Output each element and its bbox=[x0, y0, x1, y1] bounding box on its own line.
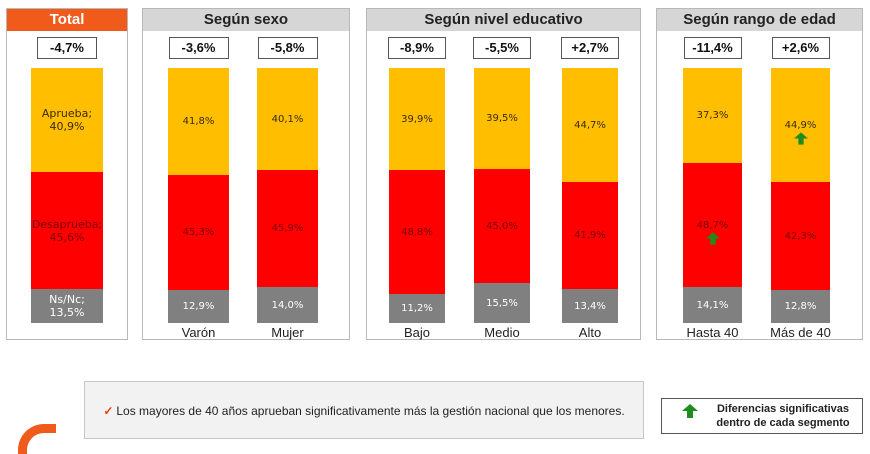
category-label: Varón bbox=[148, 325, 249, 340]
bar-segment-nsnc: 14,0% bbox=[257, 287, 318, 323]
bar-segment-aprueba: 37,3% bbox=[683, 68, 742, 163]
diff-box-nivel-0: -8,9% bbox=[388, 37, 446, 59]
bar-segment-nsnc: 15,5% bbox=[474, 283, 530, 323]
category-label: Más de 40 bbox=[751, 325, 850, 340]
panel-title-total: Total bbox=[7, 9, 127, 31]
bar-segment-aprueba: Aprueba; 40,9% bbox=[31, 68, 103, 172]
bar-segment-aprueba: 44,9% bbox=[771, 68, 830, 182]
panel-title-nivel: Según nivel educativo bbox=[367, 9, 640, 31]
insight-note-text: Los mayores de 40 años aprueban signific… bbox=[116, 404, 624, 418]
category-label: Mujer bbox=[237, 325, 338, 340]
bar-segment-nsnc: 13,4% bbox=[562, 289, 618, 323]
bar-segment-desaprueba: 45,0% bbox=[474, 169, 530, 283]
bar-segment-nsnc: Ns/Nc; 13,5% bbox=[31, 289, 103, 323]
bar-segment-nsnc: 11,2% bbox=[389, 294, 445, 323]
category-label: Alto bbox=[542, 325, 638, 340]
diff-box-edad-0: -11,4% bbox=[684, 37, 742, 59]
legend: Diferencias significativas dentro de cad… bbox=[661, 398, 863, 434]
panel-title-sexo: Según sexo bbox=[143, 9, 349, 31]
bar-segment-aprueba: 40,1% bbox=[257, 68, 318, 170]
green-up-arrow-icon bbox=[706, 232, 720, 245]
green-up-arrow-icon bbox=[794, 132, 808, 145]
diff-box-nivel-2: +2,7% bbox=[561, 37, 619, 59]
diff-box-edad-1: +2,6% bbox=[772, 37, 830, 59]
bar-segment-nsnc: 12,9% bbox=[168, 290, 229, 323]
category-label: Hasta 40 bbox=[663, 325, 762, 340]
legend-text: Diferencias significativas dentro de cad… bbox=[704, 402, 862, 430]
bar-segment-desaprueba: 45,9% bbox=[257, 170, 318, 287]
diff-box-nivel-1: -5,5% bbox=[473, 37, 531, 59]
category-label: Bajo bbox=[369, 325, 465, 340]
green-up-arrow-icon bbox=[682, 404, 698, 418]
bar-segment-aprueba: 39,5% bbox=[474, 68, 530, 169]
bar-segment-aprueba: 44,7% bbox=[562, 68, 618, 182]
brand-decoration bbox=[18, 424, 56, 454]
bar-segment-desaprueba: 48,8% bbox=[389, 170, 445, 294]
category-label: Medio bbox=[454, 325, 550, 340]
bar-segment-aprueba: 41,8% bbox=[168, 68, 229, 175]
check-icon: ✓ bbox=[103, 404, 113, 418]
bar-segment-desaprueba: 45,3% bbox=[168, 175, 229, 290]
bar-segment-desaprueba: 42,3% bbox=[771, 182, 830, 290]
bar-segment-desaprueba: 41,9% bbox=[562, 182, 618, 289]
diff-box-sexo-0: -3,6% bbox=[169, 37, 229, 59]
insight-note: ✓ Los mayores de 40 años aprueban signifi… bbox=[84, 381, 644, 439]
diff-box-sexo-1: -5,8% bbox=[258, 37, 318, 59]
panel-title-edad: Según rango de edad bbox=[657, 9, 862, 31]
bar-segment-aprueba: 39,9% bbox=[389, 68, 445, 170]
bar-segment-desaprueba: Desaprueba; 45,6% bbox=[31, 172, 103, 289]
bar-segment-nsnc: 12,8% bbox=[771, 290, 830, 323]
diff-box-total-0: -4,7% bbox=[37, 37, 97, 59]
bar-segment-nsnc: 14,1% bbox=[683, 287, 742, 323]
bar-segment-desaprueba: 48,7% bbox=[683, 163, 742, 287]
